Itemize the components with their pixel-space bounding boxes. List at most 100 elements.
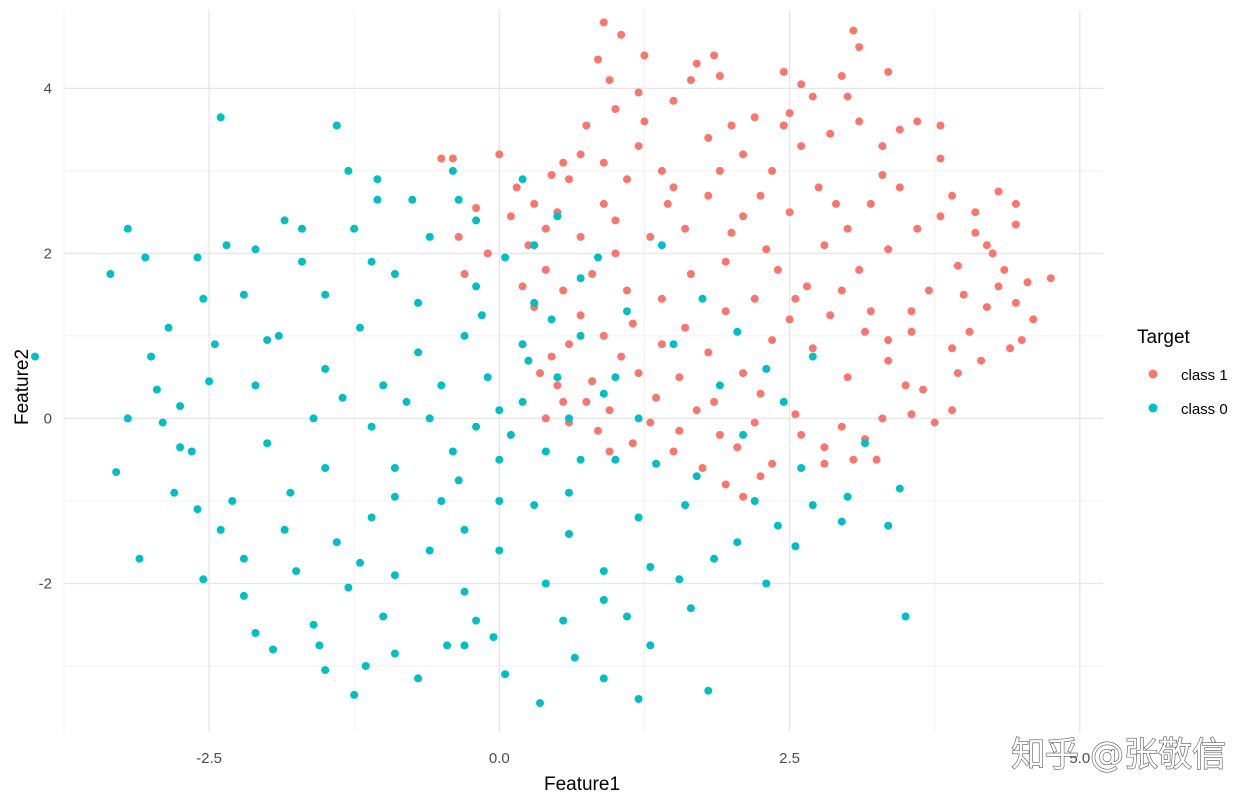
- data-point: [721, 480, 730, 489]
- data-point: [437, 497, 446, 505]
- data-point: [216, 113, 225, 122]
- data-point: [588, 377, 597, 386]
- data-point: [210, 340, 219, 349]
- data-point: [263, 336, 272, 345]
- data-point: [756, 191, 765, 200]
- data-point: [547, 315, 556, 324]
- data-point: [762, 579, 771, 588]
- data-point: [675, 373, 684, 382]
- data-point: [547, 171, 556, 179]
- data-point: [773, 521, 782, 530]
- data-point: [646, 641, 655, 650]
- data-point: [251, 629, 260, 637]
- data-point: [309, 620, 318, 629]
- data-point: [1029, 315, 1038, 324]
- data-point: [518, 397, 527, 406]
- data-point: [524, 241, 533, 250]
- data-point: [948, 191, 957, 200]
- data-point: [222, 241, 231, 250]
- data-point: [913, 224, 922, 233]
- data-point: [675, 575, 684, 584]
- data-point: [750, 497, 759, 505]
- data-point: [623, 286, 631, 295]
- data-point: [599, 331, 608, 340]
- data-point: [321, 364, 330, 373]
- data-point: [263, 439, 272, 448]
- data-point: [483, 373, 492, 382]
- data-point: [541, 224, 550, 233]
- y-tick-label: 0: [44, 410, 52, 427]
- data-point: [768, 166, 777, 175]
- y-axis-title: Feature2: [12, 349, 33, 425]
- data-point: [872, 455, 881, 464]
- data-point: [704, 191, 713, 200]
- data-point: [971, 208, 980, 217]
- data-point: [623, 175, 631, 184]
- data-point: [715, 430, 724, 439]
- data-point: [634, 142, 643, 151]
- data-point: [756, 472, 765, 481]
- data-point: [797, 80, 806, 89]
- data-point: [472, 422, 481, 431]
- data-point: [727, 121, 736, 130]
- data-point: [895, 183, 904, 192]
- data-point: [106, 270, 115, 278]
- data-point: [843, 224, 852, 233]
- data-point: [414, 348, 423, 357]
- data-point: [698, 294, 707, 303]
- data-point: [739, 492, 748, 501]
- data-point: [924, 286, 933, 295]
- x-tick-label: 0.0: [489, 750, 510, 767]
- data-point: [681, 501, 690, 510]
- data-point: [518, 282, 527, 291]
- data-point: [820, 241, 829, 250]
- data-point: [750, 294, 759, 303]
- data-point: [530, 501, 539, 510]
- data-point: [785, 208, 794, 217]
- data-point: [785, 109, 794, 118]
- data-point: [251, 245, 260, 254]
- data-point: [930, 418, 939, 427]
- data-point: [884, 521, 893, 530]
- data-point: [704, 686, 713, 695]
- data-point: [657, 340, 666, 349]
- x-axis-tick-labels: -2.5 0.0 2.5 5.0: [196, 750, 1090, 767]
- data-point: [837, 422, 846, 431]
- data-point: [907, 327, 916, 336]
- data-point: [762, 245, 771, 254]
- data-point: [599, 158, 608, 167]
- data-point: [901, 381, 910, 390]
- data-point: [692, 59, 701, 68]
- data-point: [849, 455, 858, 464]
- grid-major: [64, 10, 1103, 732]
- data-point: [31, 352, 39, 361]
- data-point: [907, 410, 916, 419]
- data-point: [634, 88, 643, 97]
- data-point: [977, 356, 986, 365]
- data-point: [907, 307, 916, 316]
- data-point: [414, 674, 423, 683]
- data-point: [472, 216, 481, 225]
- data-point: [512, 183, 521, 192]
- legend-title: Target: [1137, 327, 1191, 348]
- data-point: [605, 406, 614, 415]
- data-point: [239, 554, 248, 563]
- data-point: [176, 402, 185, 411]
- data-point: [768, 459, 777, 468]
- data-point: [1011, 199, 1020, 208]
- data-point: [605, 447, 614, 456]
- data-point: [530, 241, 539, 250]
- data-point: [239, 290, 248, 299]
- legend-key-class-1: [1148, 369, 1158, 379]
- data-point: [623, 307, 631, 316]
- data-point: [948, 344, 957, 353]
- data-point: [559, 616, 568, 625]
- data-point: [628, 319, 637, 328]
- data-point: [982, 303, 991, 312]
- x-tick-label: 5.0: [1069, 750, 1090, 767]
- data-point: [878, 171, 887, 179]
- data-point: [448, 154, 457, 163]
- data-point: [414, 298, 423, 307]
- data-point: [1011, 220, 1020, 229]
- data-point: [443, 641, 452, 650]
